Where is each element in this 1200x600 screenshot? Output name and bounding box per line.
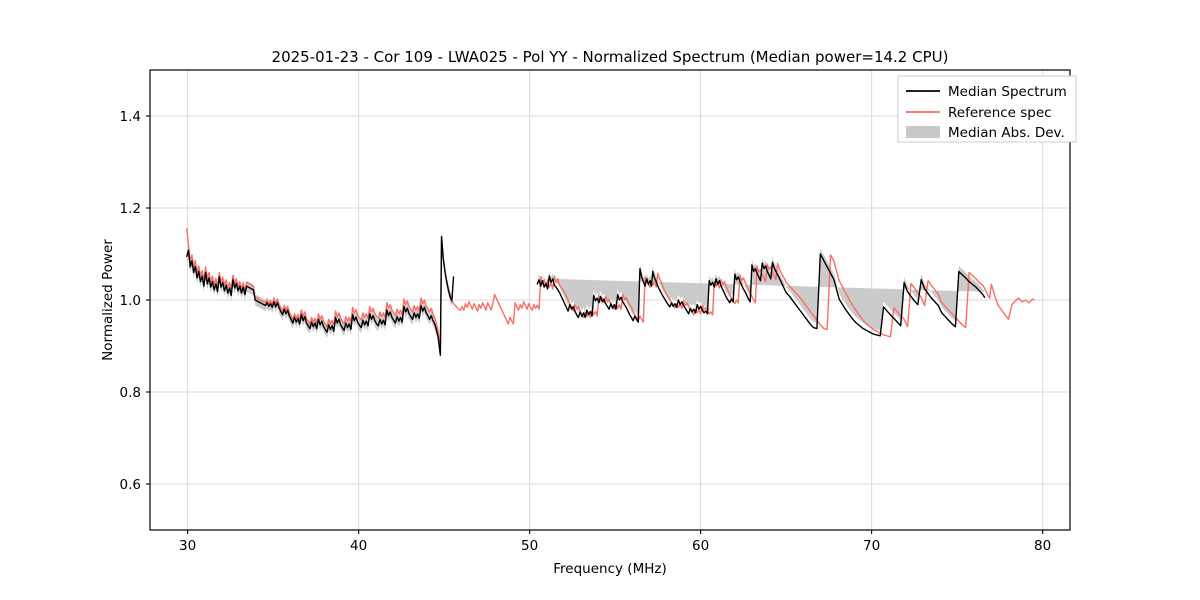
legend-label-median-abs-dev: Median Abs. Dev. [948,125,1065,141]
svg-text:50: 50 [521,538,538,554]
legend-label-median-spectrum: Median Spectrum [948,84,1067,100]
legend-label-reference-spec: Reference spec [948,105,1052,121]
svg-text:1.2: 1.2 [120,201,141,217]
svg-text:80: 80 [1034,538,1051,554]
x-axis-ticks: 30 40 50 60 70 80 [179,530,1051,554]
svg-text:70: 70 [863,538,880,554]
svg-text:30: 30 [179,538,196,554]
svg-text:0.8: 0.8 [120,385,141,401]
svg-text:60: 60 [692,538,709,554]
y-axis-label: Normalized Power [100,239,116,361]
legend-item-median-spectrum[interactable]: Median Spectrum [906,84,1067,100]
svg-text:40: 40 [350,538,367,554]
reference-spec-line [186,228,1035,351]
plot-title: 2025-01-23 - Cor 109 - LWA025 - Pol YY -… [272,48,949,66]
legend[interactable]: Median Spectrum Reference spec Median Ab… [897,75,1077,143]
legend-item-median-abs-dev[interactable]: Median Abs. Dev. [906,125,1065,141]
legend-item-reference-spec[interactable]: Reference spec [906,105,1052,121]
legend-patch-swatch-median-abs-dev [906,126,940,138]
y-axis-ticks: 0.6 0.8 1.0 1.2 1.4 [120,109,150,493]
median-spectrum-line [186,235,986,356]
median-abs-dev-band [186,231,985,361]
x-axis-label: Frequency (MHz) [553,561,666,577]
svg-text:1.0: 1.0 [120,293,141,309]
svg-text:0.6: 0.6 [120,477,141,493]
svg-text:1.4: 1.4 [120,109,141,125]
y-gridlines [150,115,1070,485]
